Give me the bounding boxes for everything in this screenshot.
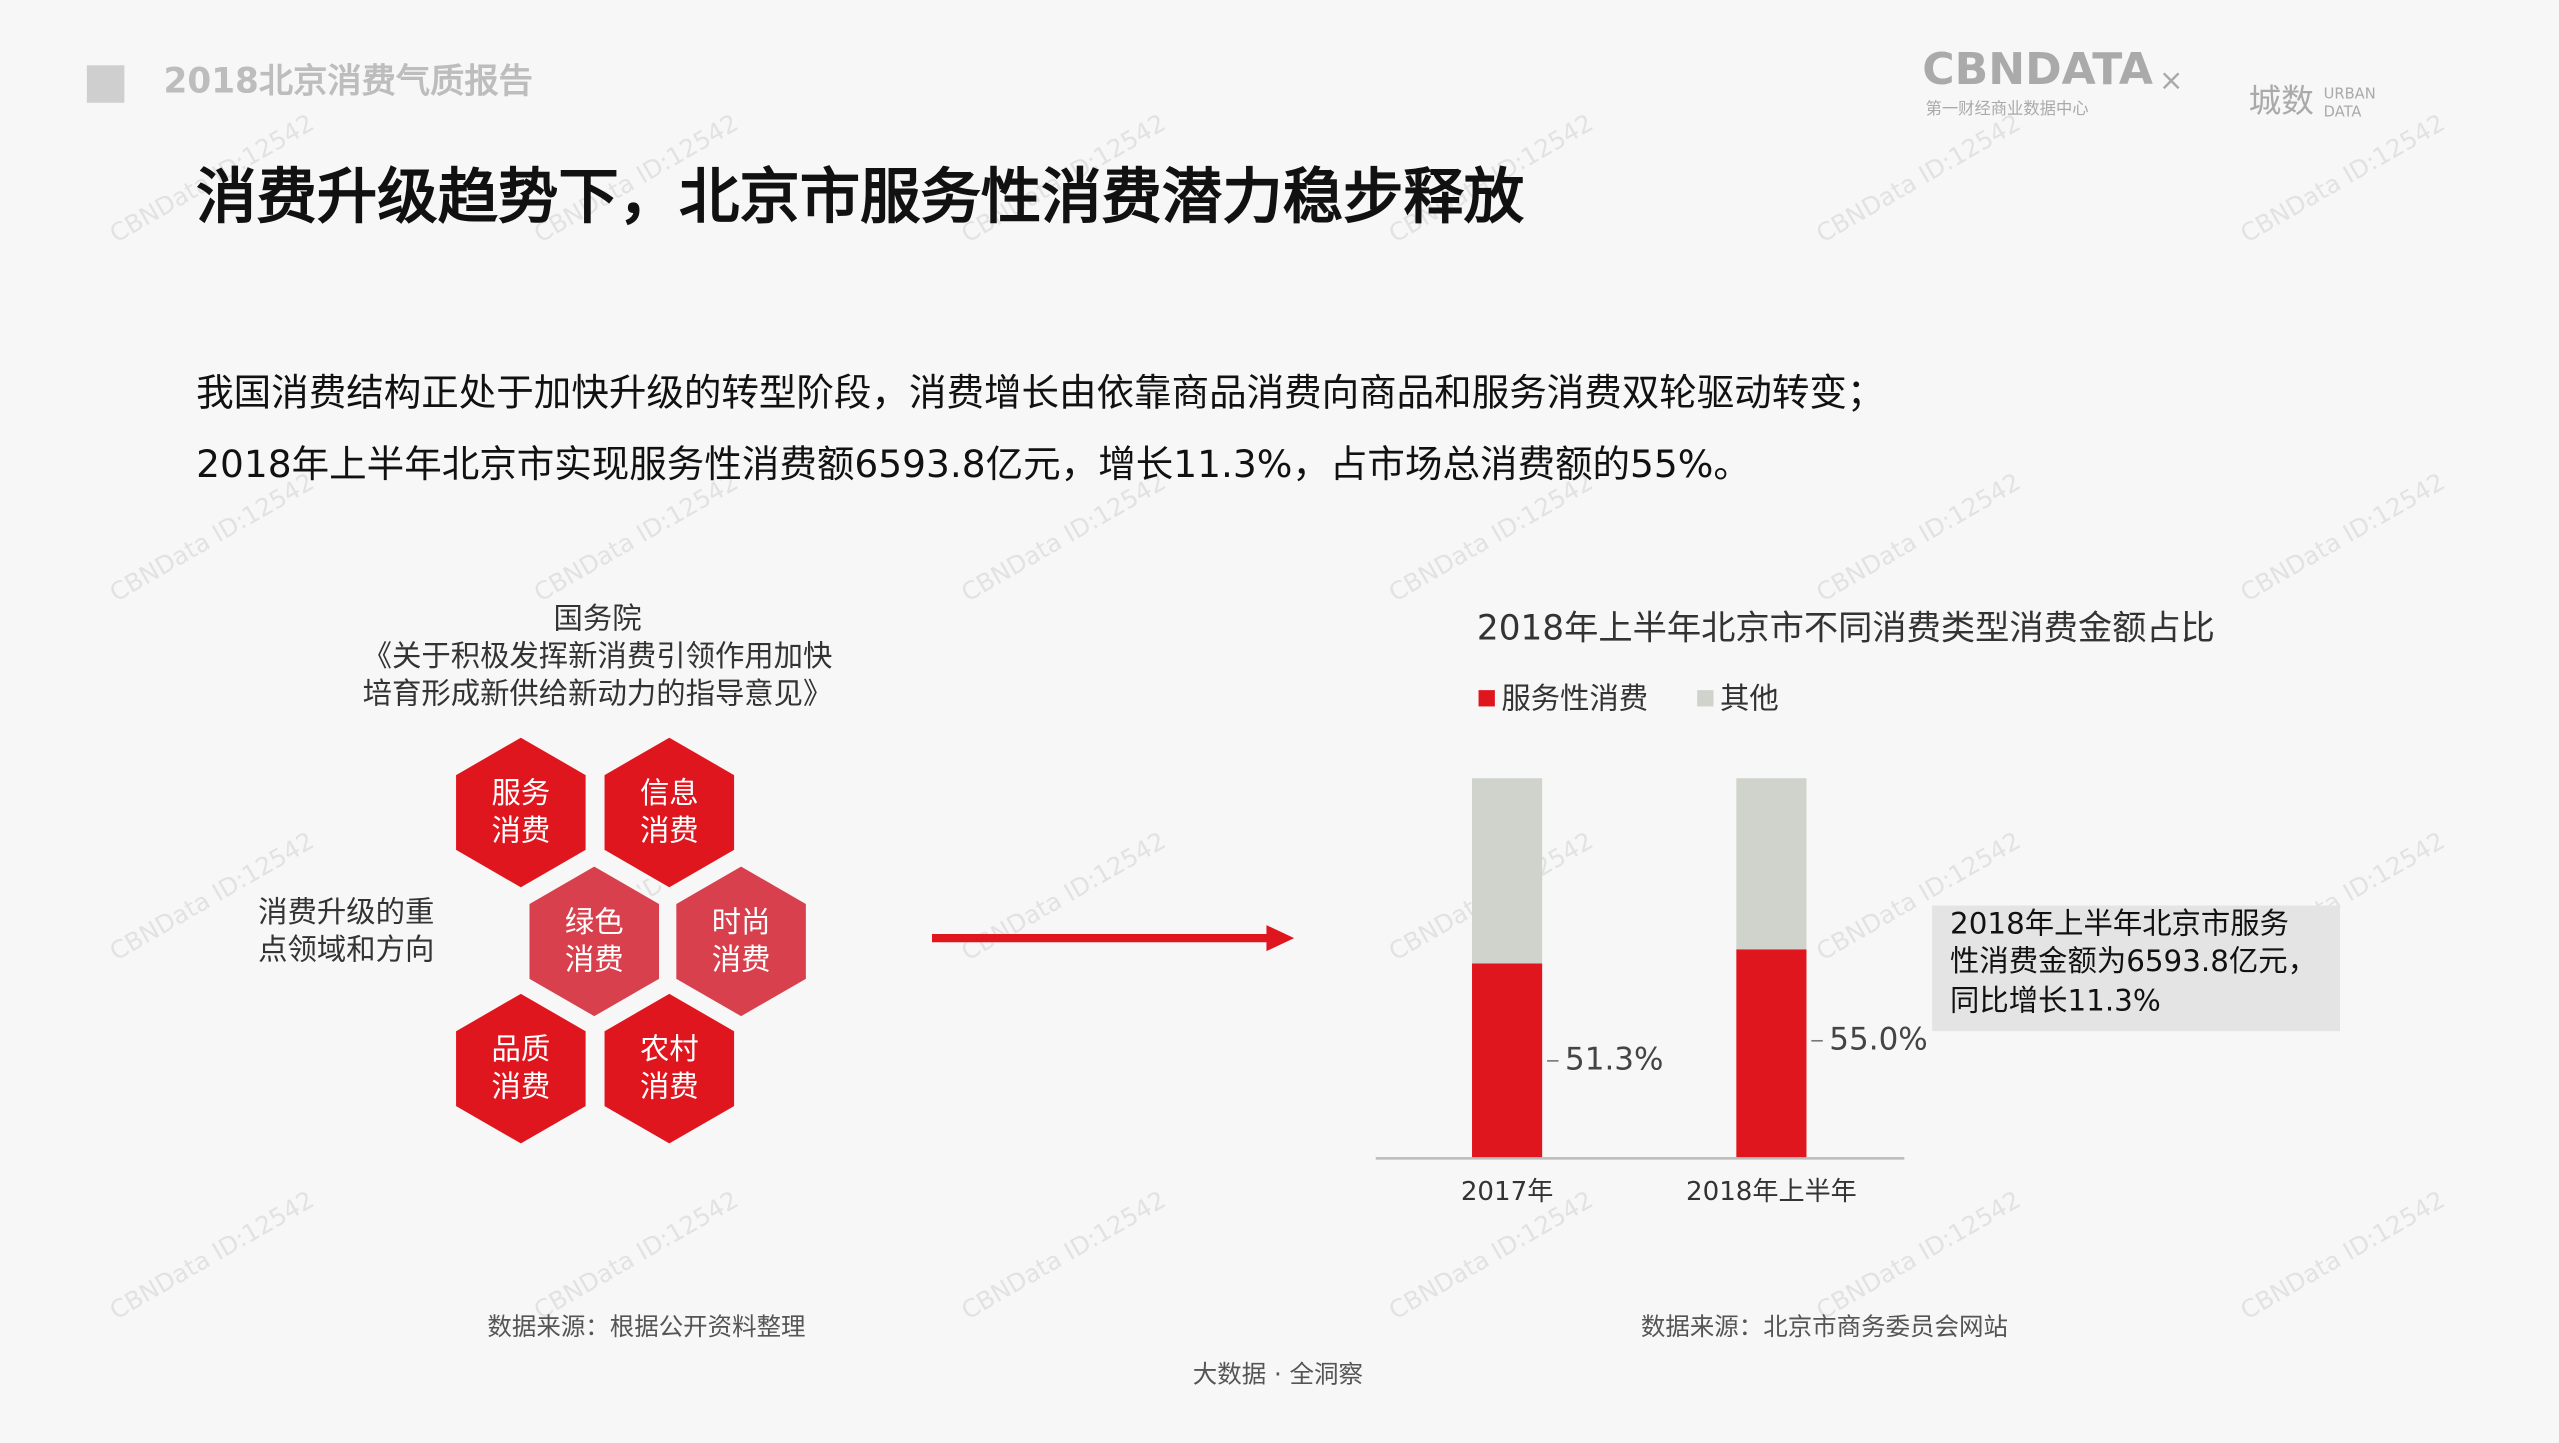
- logo-times: ×: [2159, 63, 2184, 97]
- logo-partner-sub: DATA: [2324, 104, 2362, 121]
- diagram-source: 培育形成新供给新动力的指导意见》: [363, 677, 833, 711]
- diagram-source: 《关于积极发挥新消费引领作用加快: [363, 639, 833, 673]
- logo-sub: 第一财经商业数据中心: [1926, 99, 2089, 118]
- hexagon: [601, 733, 738, 892]
- annotation: 2018年上半年北京市服务: [1950, 907, 2289, 941]
- legend-swatch: [1478, 690, 1495, 707]
- hexagon-label: 消费: [640, 1070, 699, 1104]
- hexagon-label: 消费: [565, 942, 624, 976]
- bar-segment: [1472, 963, 1543, 1159]
- bar-segment: [1736, 949, 1807, 1159]
- source: 数据来源：北京市商务委员会网站: [1641, 1312, 2008, 1341]
- side-label: 点领域和方向: [258, 933, 434, 967]
- hexagon: [452, 733, 589, 892]
- hexagon-label: 绿色: [565, 905, 624, 939]
- annotation: 同比增长11.3%: [1950, 983, 2161, 1017]
- diagram-source: 国务院: [553, 601, 641, 635]
- logo-partner-sub: URBAN: [2324, 86, 2376, 103]
- side-label: 消费升级的重: [258, 895, 434, 929]
- hexagon: [452, 990, 589, 1148]
- source: 数据来源：根据公开资料整理: [487, 1312, 805, 1341]
- logo: CBNDATA: [1922, 44, 2153, 95]
- annotation-box: [1932, 905, 2340, 1032]
- hexagon-label: 消费: [491, 814, 550, 848]
- report-name: 2018北京消费气质报告: [164, 62, 533, 102]
- hexagon-label: 农村: [640, 1032, 699, 1066]
- x-tick-label: 2018年上半年: [1686, 1177, 1857, 1207]
- logo-partner: 城数: [2249, 82, 2314, 120]
- hexagon-label: 消费: [640, 814, 699, 848]
- x-tick-label: 2017年: [1461, 1177, 1554, 1207]
- hexagon-label: 消费: [491, 1070, 550, 1104]
- hexagon: [601, 990, 738, 1148]
- hexagon: [526, 862, 663, 1020]
- hexagon-label: 消费: [712, 942, 771, 976]
- annotation: 性消费金额为6593.8亿元，: [1950, 944, 2317, 978]
- value-label: 51.3%: [1565, 1041, 1663, 1077]
- chart-title: 2018年上半年北京市不同消费类型消费金额占比: [1477, 608, 2215, 648]
- hexagon-label: 服务: [491, 776, 550, 810]
- body-text: 2018年上半年北京市实现服务性消费额6593.8亿元，增长11.3%，占市场总…: [196, 442, 1751, 486]
- body-text: 我国消费结构正处于加快升级的转型阶段，消费增长由依靠商品消费向商品和服务消费双轮…: [196, 370, 1884, 414]
- hexagon-label: 品质: [491, 1032, 550, 1066]
- hexagon-label: 时尚: [712, 905, 771, 939]
- header-square: [86, 65, 125, 103]
- legend-label: 服务性消费: [1501, 681, 1648, 715]
- footer: 大数据 · 全洞察: [1193, 1359, 1363, 1388]
- hexagon-label: 信息: [640, 776, 699, 810]
- chart: 服务性消费 其他 51.3% 2017年 55.0% 2018年上半年: [1375, 681, 1928, 1207]
- slide-title: 消费升级趋势下，北京市服务性消费潜力稳步释放: [196, 162, 1525, 232]
- value-label: 55.0%: [1829, 1021, 1927, 1057]
- bar-segment: [1736, 778, 1807, 950]
- hexagon: [673, 862, 810, 1020]
- bar-segment: [1472, 778, 1543, 964]
- arrow-head: [1266, 925, 1295, 952]
- legend-label: 其他: [1720, 681, 1779, 715]
- legend-swatch: [1697, 690, 1714, 707]
